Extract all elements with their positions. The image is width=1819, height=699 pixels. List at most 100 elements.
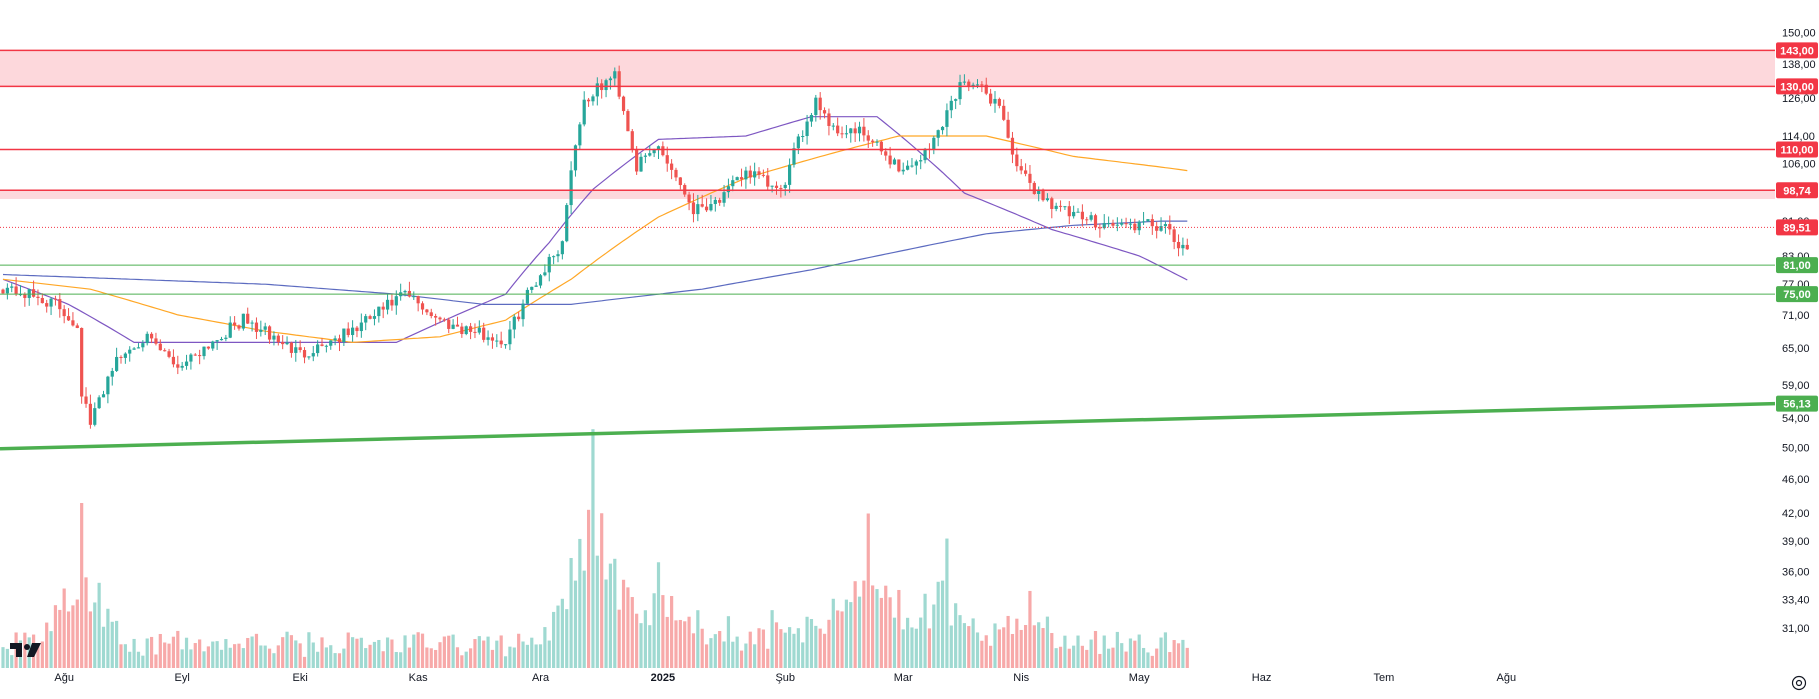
level-label: 81,00 [1783, 260, 1811, 272]
candle-body [316, 344, 320, 354]
price-axis[interactable]: 150,00138,00126,00114,00106,0091,0083,00… [1782, 27, 1816, 634]
volume-bar [879, 597, 883, 668]
candle-body [888, 155, 892, 165]
candle-body [215, 340, 219, 342]
volume-bar [119, 644, 123, 668]
candle-body [700, 204, 704, 207]
volume-bar [1120, 643, 1124, 668]
volume-bar [93, 602, 97, 668]
volume-bar [45, 622, 49, 668]
candle-body [71, 320, 75, 326]
volume-bar [866, 513, 870, 668]
candle-body [525, 289, 529, 304]
volume-bar [674, 620, 678, 668]
volume-bar [801, 642, 805, 668]
volume-bar [1072, 645, 1076, 668]
candle-body [670, 163, 674, 170]
candle-body [635, 149, 639, 172]
settings-gear-icon[interactable] [1790, 674, 1808, 692]
volume-bar [394, 651, 398, 668]
candle-body [508, 329, 512, 345]
volume-bar [713, 634, 717, 668]
volume-bar [875, 589, 879, 668]
volume-bar [1172, 640, 1176, 668]
volume-bar [425, 647, 429, 668]
candle-body [954, 99, 958, 101]
volume-bar [71, 605, 75, 668]
candle-body [914, 161, 918, 166]
candle-body [224, 337, 228, 339]
candle-body [180, 365, 184, 368]
volume-bar [761, 629, 765, 668]
volume-bar [320, 637, 324, 668]
volume-bar [643, 610, 647, 668]
candle-body [136, 347, 141, 349]
volume-bar [80, 503, 84, 668]
volume-bar [1181, 639, 1185, 668]
volume-bar [324, 647, 328, 668]
candle-body [477, 327, 481, 333]
candle-body [1002, 105, 1006, 120]
candle-body [1015, 154, 1019, 167]
candle-body [788, 164, 792, 185]
candle-body [1028, 173, 1032, 183]
volume-bar [294, 640, 298, 668]
volume-bar [927, 628, 932, 668]
level-label-bg [1776, 257, 1818, 274]
time-axis[interactable]: Ağu Eyl Eki Kas Ara 2025 Şub Mar Nis May Haz Tem Ağu [54, 672, 1516, 684]
moving-averages [2, 116, 1188, 344]
zone-0 [0, 50, 1775, 87]
volume-bar [853, 581, 857, 668]
volume-bar [709, 638, 713, 668]
candle-body [814, 97, 818, 115]
candle-body [1041, 189, 1045, 201]
candle-body [246, 313, 250, 324]
volume-bar [543, 627, 547, 668]
volume-bar [809, 619, 814, 668]
tradingview-logo-icon[interactable] [8, 640, 44, 660]
volume-bar [945, 538, 949, 668]
candle-body [267, 326, 272, 340]
candle-body [158, 343, 162, 351]
volume-bar [219, 649, 224, 668]
volume-bar [442, 636, 446, 668]
volume-bar [1176, 643, 1181, 668]
candle-body [879, 141, 883, 152]
candle-body [997, 98, 1001, 106]
volume-bar [901, 629, 905, 668]
candle-body [1098, 227, 1102, 229]
volume-bar [1159, 637, 1163, 668]
volume-bar [451, 634, 455, 668]
volume-bar [1098, 653, 1102, 668]
candle-body [1076, 211, 1080, 213]
candle-body [809, 114, 814, 122]
volume-bar [434, 649, 438, 668]
candle-body [468, 326, 473, 332]
volume-bar [783, 632, 787, 668]
volume-bar [276, 645, 280, 668]
candle-body [993, 98, 997, 104]
volume-bar [949, 625, 953, 668]
volume-bar [993, 623, 997, 668]
candle-body [412, 296, 416, 298]
candle-body [945, 110, 949, 127]
volume-bar [635, 613, 639, 668]
candle-body [884, 151, 888, 156]
candle-body [709, 204, 713, 211]
volume-bar [132, 638, 136, 668]
candle-body [455, 324, 460, 327]
volume-bar [871, 585, 875, 668]
candle-body [1023, 170, 1028, 174]
price-tick: 36,00 [1782, 566, 1810, 578]
volume-bar [604, 579, 608, 668]
candle-body [106, 376, 110, 395]
volume-bar [482, 640, 486, 668]
candle-body [713, 199, 717, 205]
volume-bar [923, 593, 927, 668]
volume-bar [517, 633, 521, 668]
candle-body [184, 361, 189, 366]
candle-body [1050, 198, 1054, 209]
price-tick: 138,00 [1782, 59, 1816, 71]
volume-bar [495, 640, 499, 668]
